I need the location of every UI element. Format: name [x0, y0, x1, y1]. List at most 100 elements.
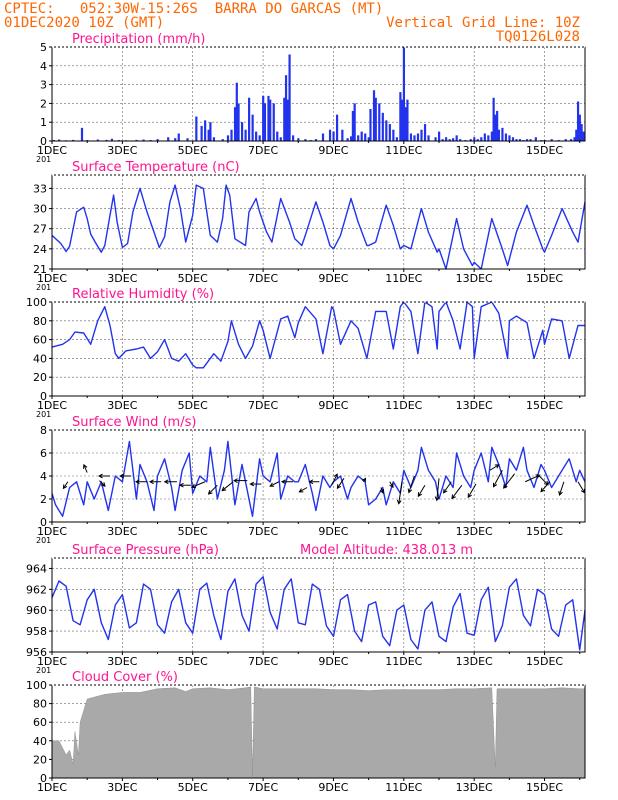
humidity-line — [51, 301, 585, 369]
wind-arrow-head — [207, 490, 213, 495]
x-tick-label: 7DEC — [248, 525, 278, 538]
precip-bar — [420, 129, 423, 141]
x-tick-label: 13DEC — [456, 399, 493, 412]
wind-arrow — [233, 478, 248, 483]
wind-arrow-head — [540, 487, 545, 493]
precip-bar — [328, 129, 332, 141]
precip-bar — [401, 99, 404, 141]
precip-bar — [501, 127, 504, 141]
x-tick-label: 9DEC — [318, 399, 348, 412]
x-tick-label: 11DEC — [385, 655, 422, 668]
wind-arrow-shaft — [524, 474, 540, 483]
wind-arrow — [62, 481, 69, 490]
precip-bar — [381, 112, 384, 141]
wind-arrow-head — [389, 483, 394, 489]
panel-humidity — [49, 301, 586, 399]
x-year-label: 201 — [36, 666, 51, 675]
y-tick-label: 60 — [33, 334, 47, 347]
wind-arrow — [407, 475, 415, 494]
wind-arrow-head — [298, 488, 304, 493]
y-tick-label: 8 — [40, 424, 47, 437]
panel-temperature — [49, 174, 586, 272]
y-tick-label: 60 — [33, 716, 47, 729]
wind-arrow — [207, 484, 218, 495]
x-tick-label: 5DEC — [178, 399, 208, 412]
precip-bar — [404, 107, 407, 141]
precip-bar — [167, 137, 170, 141]
precip-bar — [288, 54, 291, 141]
wind-title: Surface Wind (m/s) — [72, 415, 196, 430]
x-tick-label: 5DEC — [178, 525, 208, 538]
precip-bar — [525, 139, 529, 141]
precip-bar — [385, 120, 388, 141]
x-year-label: 201 — [36, 155, 51, 164]
y-tick-label: 2 — [40, 493, 47, 506]
precip-bar — [96, 139, 99, 141]
x-tick-label: 11DEC — [385, 144, 422, 157]
wind-arrow — [269, 481, 280, 487]
precip-bar — [237, 103, 240, 141]
wind-arrow-head — [558, 490, 563, 496]
precip-bar — [332, 131, 335, 141]
wind-arrow — [492, 470, 503, 488]
wind-arrow-head — [269, 482, 275, 487]
wind-arrow-head — [467, 493, 472, 499]
precip-bar — [212, 137, 216, 141]
x-year-label: 201 — [36, 536, 51, 545]
wind-arrow — [396, 481, 403, 505]
precip-bar — [476, 139, 479, 141]
precip-bar — [487, 135, 490, 141]
precip-bar — [174, 138, 177, 141]
precip-bar — [445, 137, 448, 141]
wind-arrow — [336, 478, 345, 490]
header-grid-line: Vertical Grid Line: 10Z — [386, 15, 580, 31]
precip-bar — [263, 103, 267, 141]
panel-frame — [51, 557, 586, 653]
precip-bar — [156, 139, 159, 141]
wind-arrow-head — [98, 473, 103, 479]
precip-bar — [200, 125, 203, 141]
wind-arrow — [280, 479, 293, 485]
wind-arrow-head — [178, 482, 184, 488]
y-tick-label: 33 — [33, 182, 47, 195]
wind-arrow-head — [333, 473, 338, 479]
wind-arrow-head — [492, 482, 498, 488]
temperature-line — [51, 184, 586, 270]
precip-bar — [434, 137, 437, 141]
x-tick-label: 7DEC — [248, 655, 278, 668]
precip-bar — [508, 135, 511, 141]
y-tick-label: 1 — [40, 116, 47, 129]
wind-arrow — [434, 478, 440, 502]
wind-arrow-shaft — [559, 481, 565, 496]
x-tick-label: 15DEC — [526, 655, 563, 668]
wind-arrow-shaft — [269, 481, 280, 487]
precip-bar — [235, 82, 238, 141]
wind-arrow — [451, 484, 463, 500]
wind-arrow-shaft — [221, 481, 234, 491]
cloud-title: Cloud Cover (%) — [72, 670, 178, 685]
x-year-label: 201 — [36, 410, 51, 419]
wind-arrow — [379, 487, 385, 494]
wind-arrow-shaft — [540, 481, 551, 492]
precip-bar — [58, 139, 61, 141]
precip-bar — [80, 127, 84, 141]
wind-arrow-shaft — [467, 483, 477, 498]
precip-bar — [372, 90, 376, 141]
wind-arrow — [577, 481, 586, 494]
wind-arrow-shaft — [191, 481, 206, 488]
x-tick-label: 9DEC — [318, 272, 348, 285]
precip-bar — [360, 131, 363, 141]
precip-bar — [105, 139, 108, 141]
panel-frame — [51, 174, 586, 270]
wind-arrow-shaft — [451, 484, 463, 499]
x-tick-label: 5DEC — [178, 655, 208, 668]
y-tick-label: 964 — [26, 562, 47, 575]
x-tick-label: 3DEC — [107, 781, 137, 794]
x-tick-label: 13DEC — [456, 781, 493, 794]
precip-bar — [423, 124, 427, 141]
precip-bar — [490, 131, 493, 141]
y-tick-label: 40 — [33, 352, 47, 365]
pressure-title: Surface Pressure (hPa) — [72, 543, 219, 558]
precip-bar — [258, 135, 261, 141]
precip-bar — [248, 97, 251, 141]
